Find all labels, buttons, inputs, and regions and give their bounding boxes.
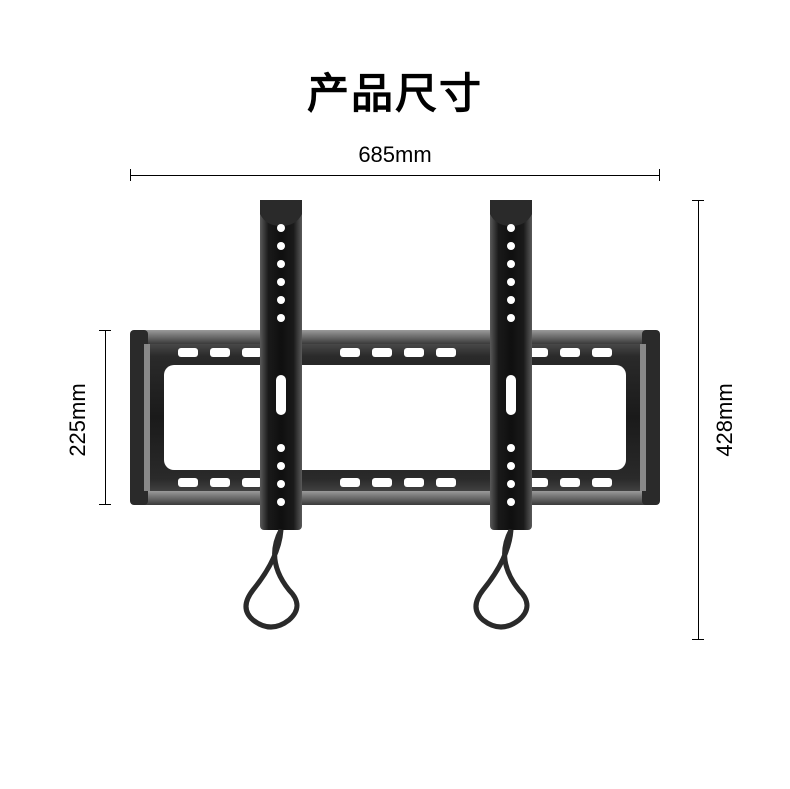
dimension-outer-height-tick-bottom [692,639,704,640]
dimension-width-tick-right [659,169,660,181]
dimension-inner-height-tick-top [99,330,111,331]
page-title: 产品尺寸 [0,60,790,121]
dimension-inner-height-line [105,330,106,505]
dimension-width-line [130,175,660,176]
dimension-outer-height-label: 428mm [712,383,738,456]
dimension-width-tick-left [130,169,131,181]
dimension-outer-height-line [698,200,699,640]
product-diagram [130,200,660,640]
wall-plate [130,330,660,505]
dimension-outer-height-tick-top [692,200,704,201]
dimension-inner-height-label: 225mm [65,383,91,456]
dimension-width-label: 685mm [0,142,790,168]
dimension-inner-height-tick-bottom [99,504,111,505]
product-svg [130,200,660,640]
